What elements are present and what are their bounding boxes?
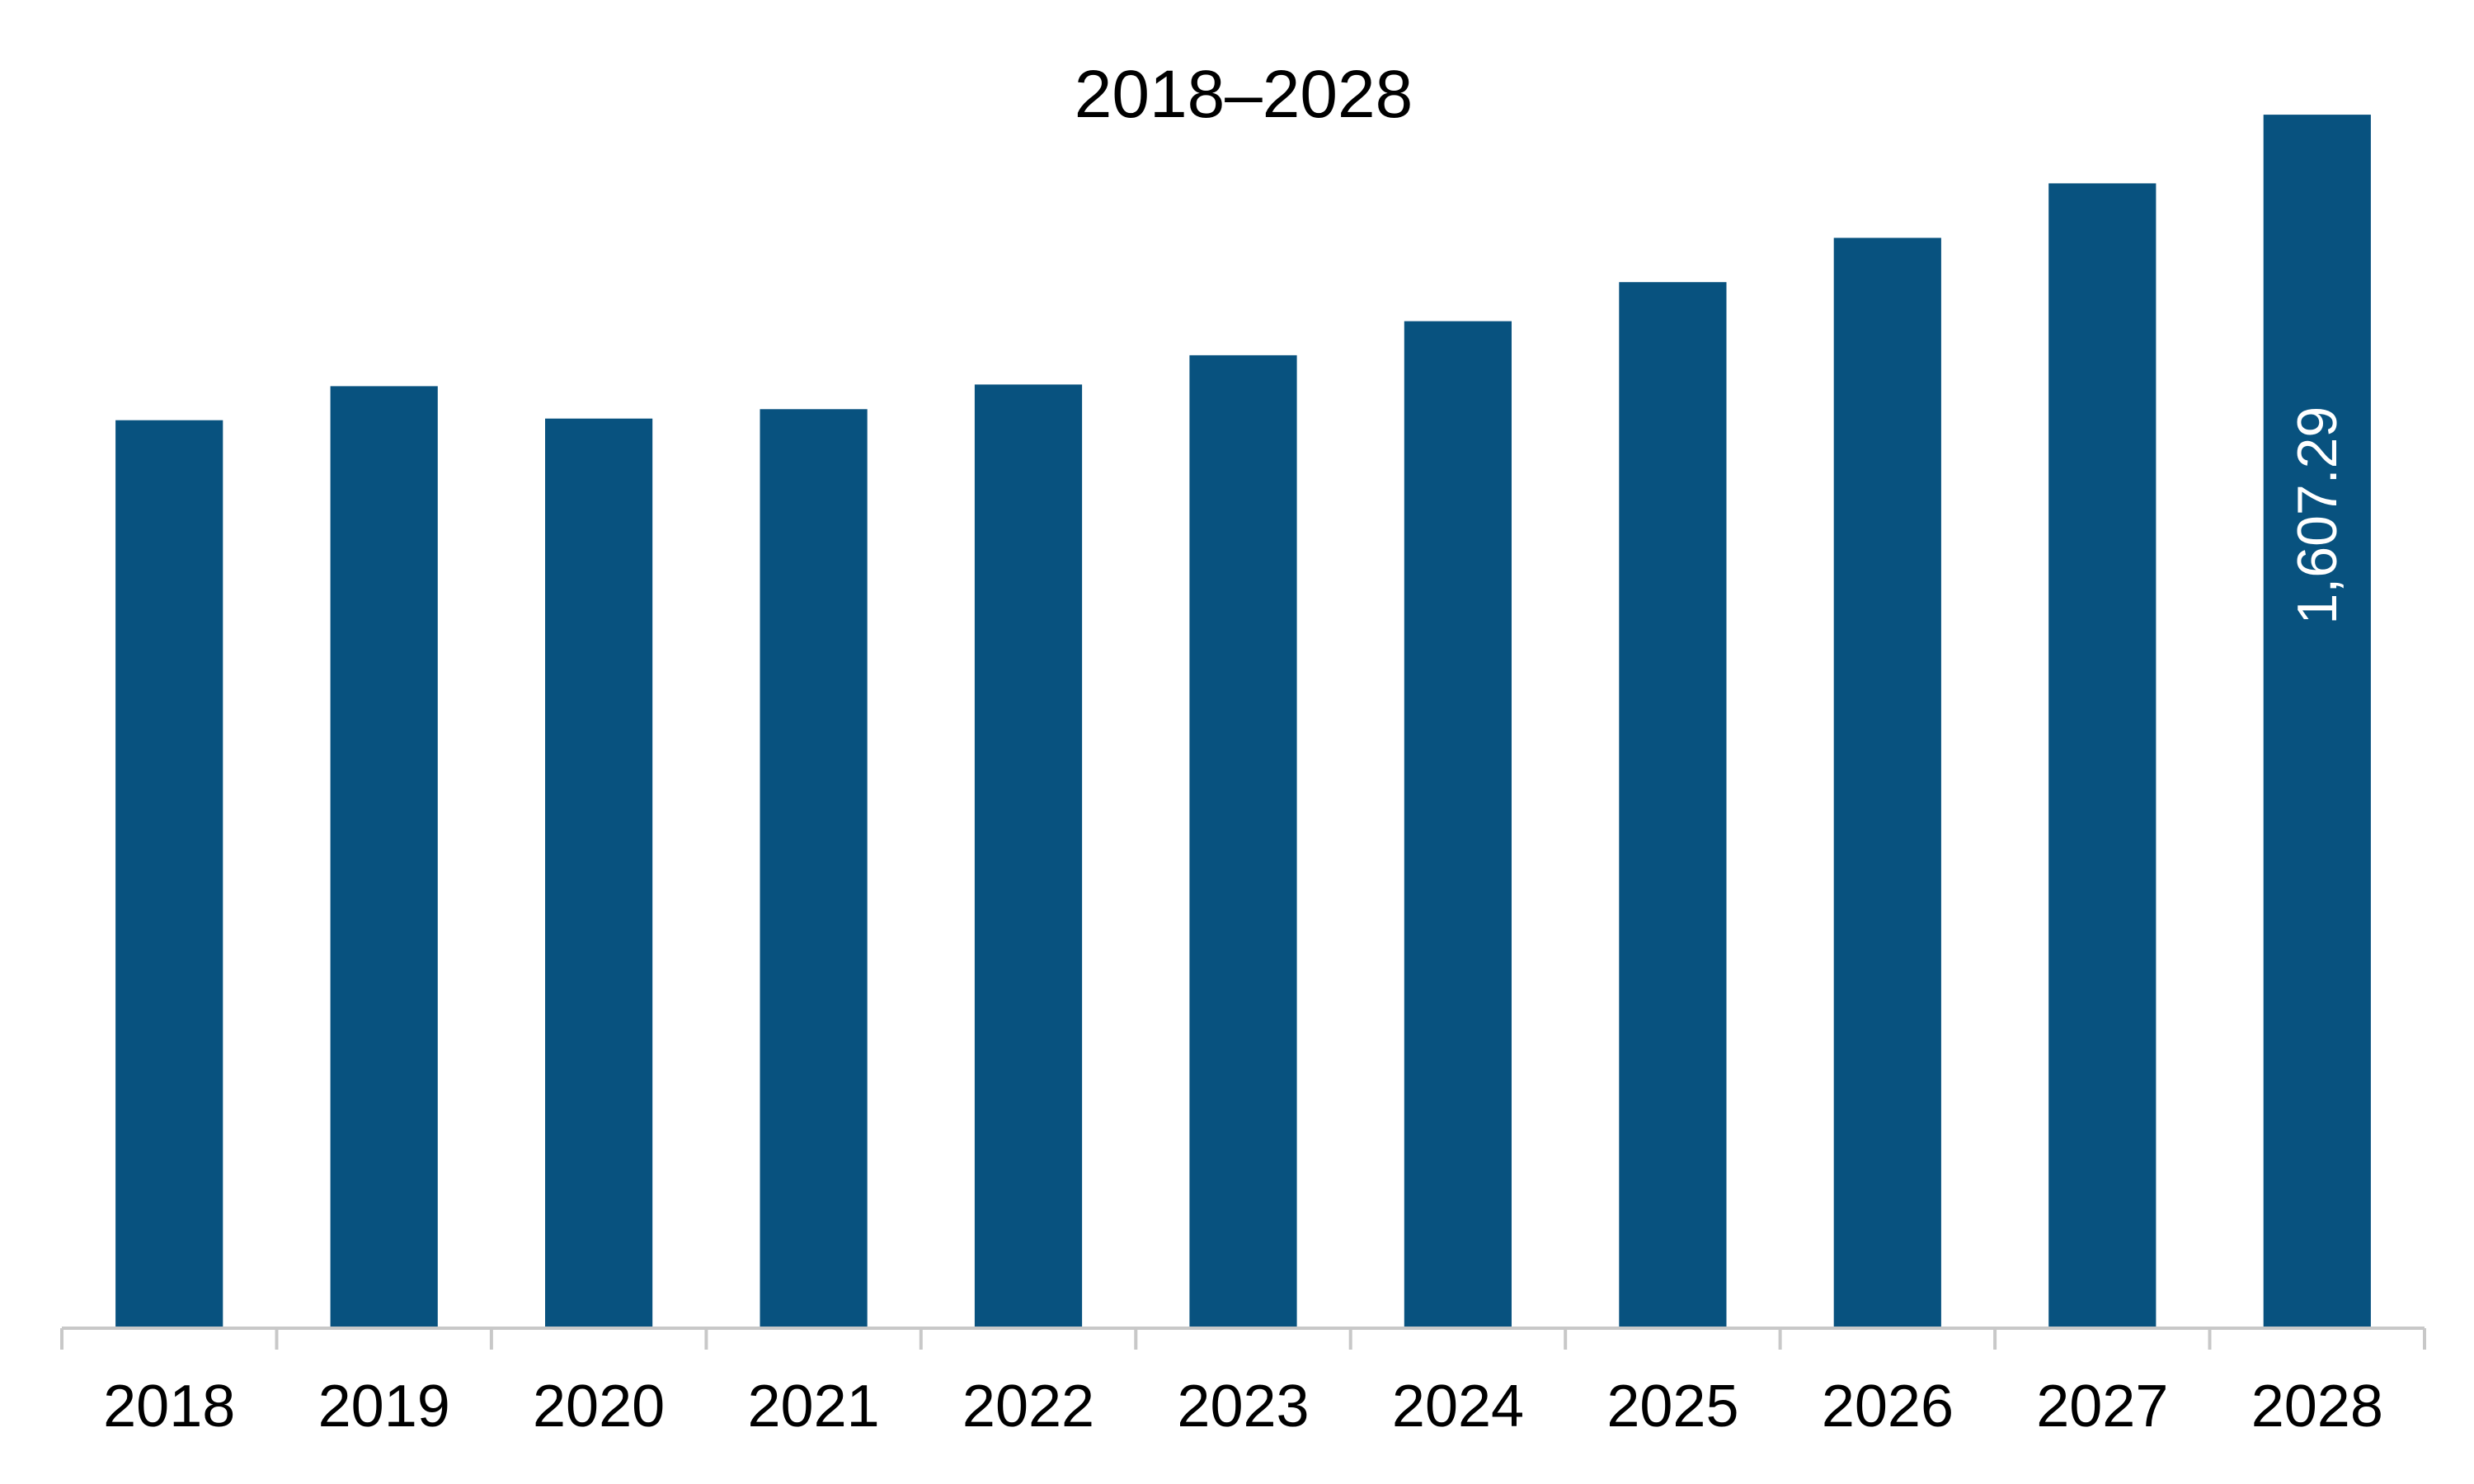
bar-2023 — [1189, 355, 1297, 1328]
bars-group — [115, 115, 2371, 1329]
x-tick-label-2018: 2018 — [103, 1374, 235, 1439]
x-tick-label-2019: 2019 — [318, 1374, 450, 1439]
bar-2018 — [115, 420, 223, 1329]
bar-2027 — [2048, 183, 2157, 1328]
data-labels: 1,607.29 — [2286, 406, 2349, 625]
x-tick-label-2026: 2026 — [1822, 1374, 1954, 1439]
bar-2021 — [760, 409, 868, 1328]
x-tick-label-2021: 2021 — [748, 1374, 880, 1439]
bar-2025 — [1619, 282, 1727, 1329]
x-tick-label-2022: 2022 — [962, 1374, 1094, 1439]
bar-2022 — [974, 384, 1083, 1328]
x-tick-label-2023: 2023 — [1177, 1374, 1309, 1439]
bar-2020 — [545, 418, 653, 1329]
bar-2028 — [2263, 115, 2371, 1329]
x-tick-label-2020: 2020 — [533, 1374, 665, 1439]
bar-2019 — [330, 386, 438, 1328]
x-tick-label-2024: 2024 — [1392, 1374, 1524, 1439]
x-tick-label-2028: 2028 — [2251, 1374, 2383, 1439]
bar-2026 — [1833, 237, 1941, 1328]
x-tick-labels: 2018 2019 2020 2021 2022 2023 2024 2025 2026 2027… — [103, 1374, 2383, 1439]
x-axis — [60, 1327, 2426, 1350]
bar-2024 — [1404, 321, 1512, 1329]
x-tick-label-2027: 2027 — [2036, 1374, 2168, 1439]
chart-title: 2018–2028 — [1075, 57, 1413, 132]
data-label-2028: 1,607.29 — [2286, 406, 2349, 625]
x-tick-label-2025: 2025 — [1606, 1374, 1738, 1439]
